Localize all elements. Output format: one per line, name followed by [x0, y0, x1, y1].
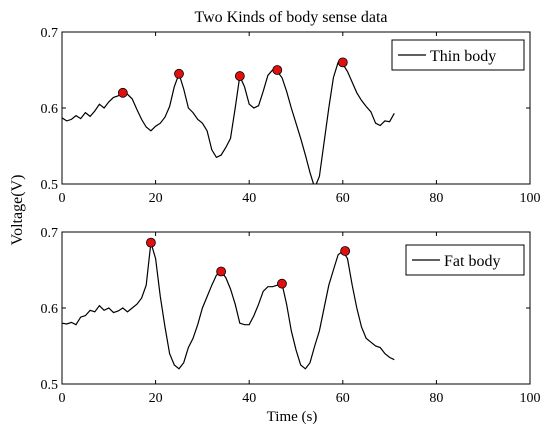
legend: Thin body — [391, 39, 525, 71]
y-tick-label: 0.7 — [41, 226, 59, 241]
chart-panel-2: 0 20 40 60 80 100 0.5 0.6 0.7 Fat body — [41, 226, 541, 406]
y-tick-label: 0.6 — [41, 302, 59, 317]
peak-marker — [216, 266, 227, 277]
x-tick-label: 100 — [520, 191, 541, 206]
peak-marker — [277, 278, 287, 289]
legend-label: Thin body — [430, 48, 496, 65]
x-tick-label: 40 — [242, 391, 256, 406]
x-tick-label: 60 — [336, 191, 350, 206]
y-tick-label: 0.6 — [41, 102, 59, 117]
peak-marker — [174, 68, 184, 79]
y-axis-label: Voltage(V) — [9, 175, 26, 246]
y-tick-label: 0.7 — [41, 26, 59, 41]
x-axis-label: Time (s) — [267, 409, 318, 425]
series-line-1 — [62, 61, 395, 184]
chart-panel-1: 0 20 40 60 80 100 0.5 0.6 0.7 Thin body — [41, 26, 541, 206]
legend: Fat body — [405, 244, 525, 276]
x-tick-label: 20 — [149, 391, 163, 406]
x-tick-label: 40 — [242, 191, 256, 206]
y-tick-label: 0.5 — [41, 178, 59, 193]
x-tick-label: 0 — [59, 391, 66, 406]
x-tick-label: 100 — [520, 391, 541, 406]
y-tick-label: 0.5 — [41, 378, 59, 393]
x-tick-label: 80 — [429, 391, 443, 406]
peak-marker — [340, 246, 351, 256]
legend-label: Fat body — [444, 253, 500, 270]
x-tick-label: 60 — [336, 391, 350, 406]
chart-title: Two Kinds of body sense data — [194, 9, 387, 26]
x-tick-label: 20 — [149, 191, 163, 206]
peak-marker — [337, 57, 348, 68]
peak-marker — [234, 71, 245, 81]
peak-marker — [146, 237, 156, 248]
peak-marker — [117, 87, 128, 98]
series-line-1 — [62, 242, 395, 370]
x-tick-label: 80 — [429, 191, 443, 206]
peak-marker — [272, 65, 283, 75]
x-tick-label: 0 — [59, 191, 66, 206]
